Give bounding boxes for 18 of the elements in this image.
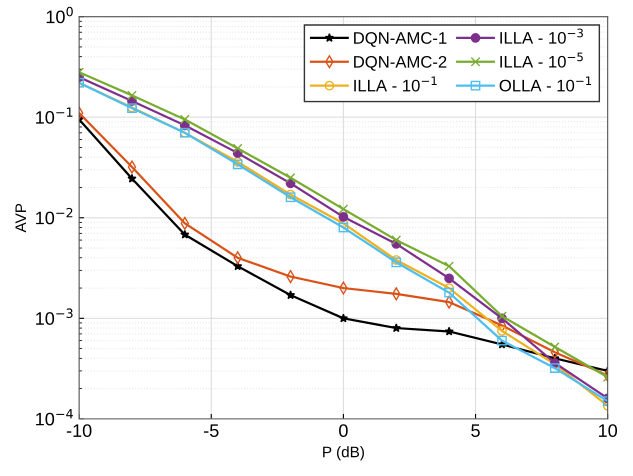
legend-label: DQN-AMC-1 (354, 32, 446, 47)
y-tick-label: 10$^{0}$ (46, 6, 73, 24)
legend-label: ILLA - 10$^{−3}$ (500, 28, 583, 44)
x-axis-title: P (dB) (323, 446, 364, 460)
y-tick-label: 10$^{−4}$ (36, 409, 73, 426)
y-axis-title: AVP (15, 204, 26, 232)
legend-label: ILLA - 10$^{−1}$ (354, 76, 437, 92)
y-tick-label: 10$^{−3}$ (36, 308, 73, 325)
x-tick-label: 0 (339, 424, 348, 438)
x-tick-label: 10 (599, 424, 618, 438)
x-tick-label: -5 (204, 424, 219, 438)
y-tick-label: 10$^{−2}$ (36, 208, 72, 224)
legend-label: ILLA - 10$^{−5}$ (500, 52, 583, 68)
x-tick-label: 5 (471, 424, 480, 438)
y-tick-label: 10$^{−1}$ (36, 108, 72, 124)
legend-label: OLLA - 10$^{−1}$ (500, 76, 592, 92)
legend-label: DQN-AMC-2 (354, 56, 446, 71)
x-tick-label: -10 (66, 424, 92, 438)
